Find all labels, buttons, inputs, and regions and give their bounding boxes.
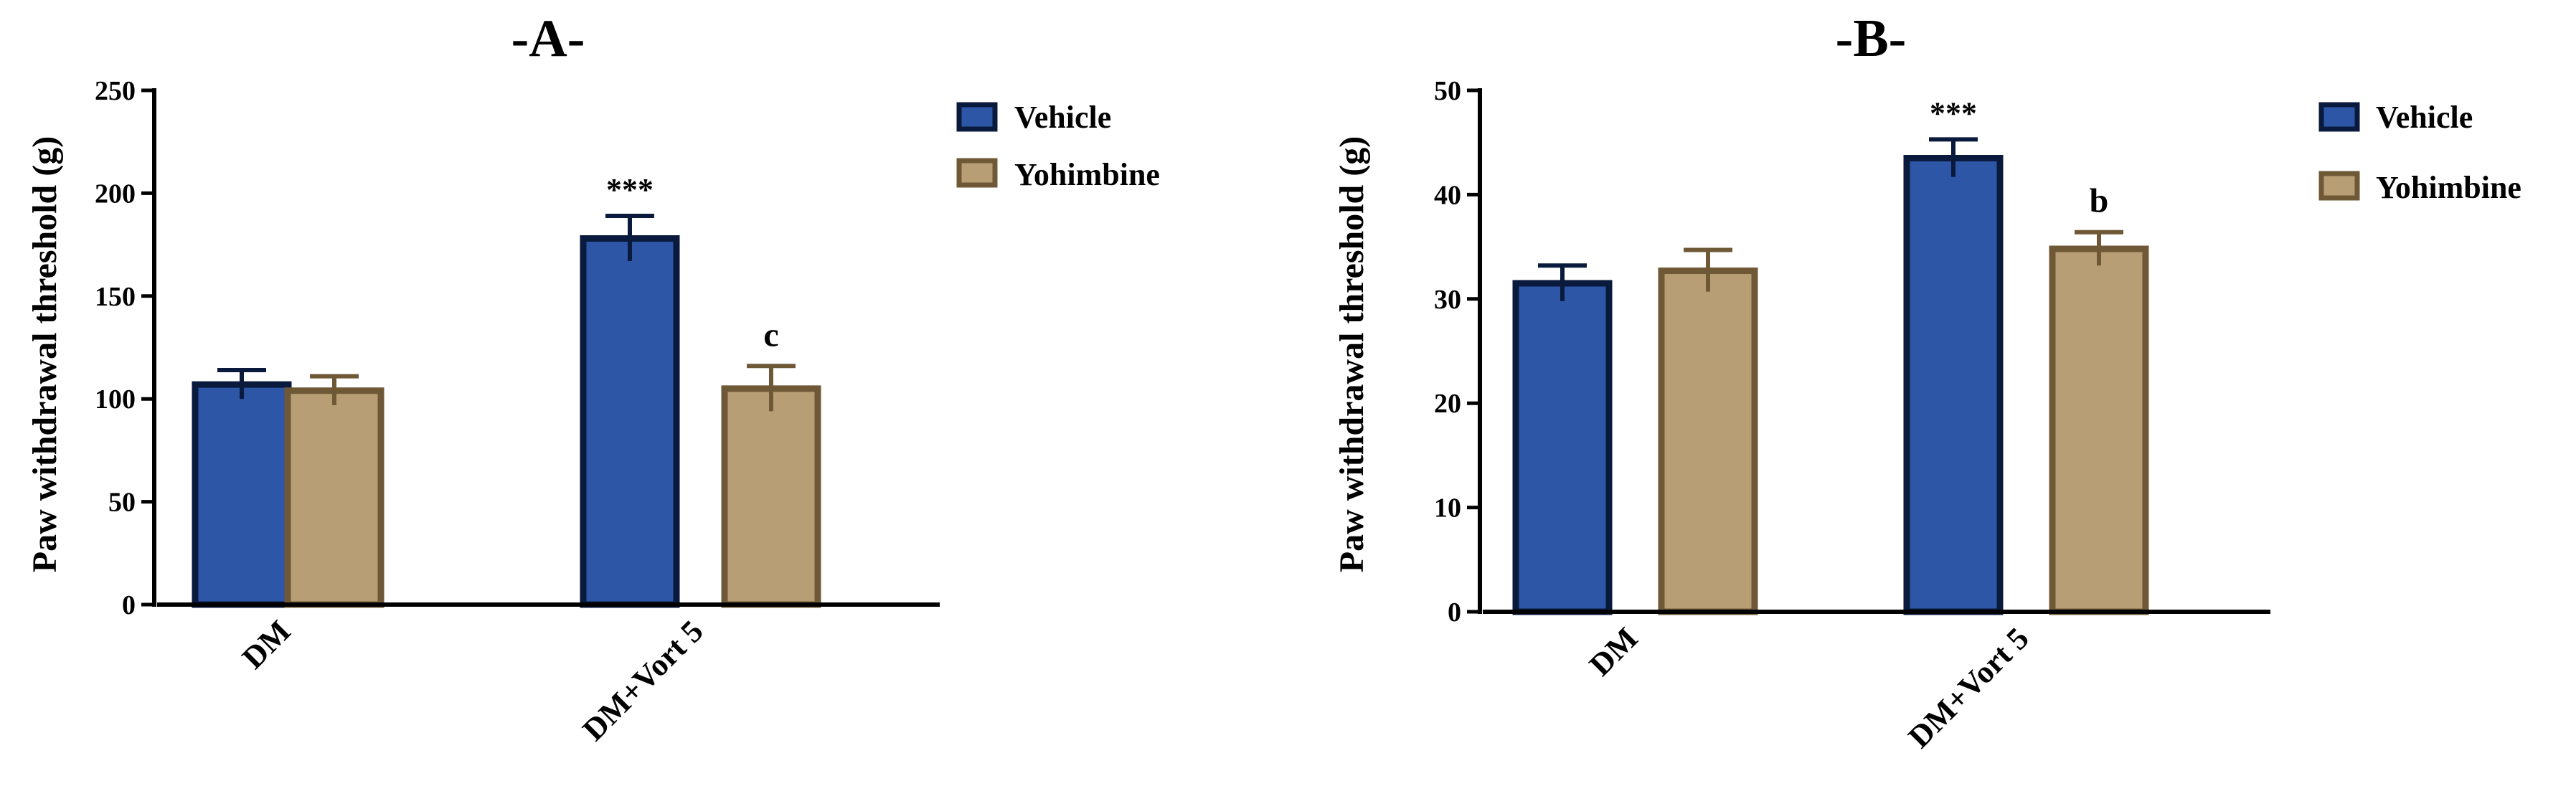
legend-swatch-vehicle <box>2318 102 2360 132</box>
y-tick-label: 0 <box>1448 597 1461 628</box>
bar-yohimbine <box>2049 245 2149 615</box>
y-tick-label: 250 <box>95 76 136 106</box>
chart-panel-a: -A- Paw withdrawal threshold (g) 0 50 100 1… <box>26 9 1160 747</box>
legend-label-vehicle: Vehicle <box>1014 100 1111 135</box>
error-bars <box>1538 137 2123 301</box>
x-category-label: DM+Vort 5 <box>576 613 710 747</box>
axes <box>1478 88 2270 614</box>
legend-swatch-yohimbine <box>956 158 998 188</box>
category-labels: DM DM+Vort 5 <box>1582 620 2035 754</box>
x-category-label: DM+Vort 5 <box>1902 620 2036 754</box>
y-axis-ticks: 0 50 100 150 200 250 <box>95 76 154 620</box>
significance-stars: *** <box>606 172 654 207</box>
y-tick-label: 50 <box>1434 76 1461 106</box>
chart-panel-b: -B- Paw withdrawal threshold (g) 0 10 20 30… <box>1333 9 2521 754</box>
x-category-label: DM <box>235 613 297 675</box>
legend-label-vehicle: Vehicle <box>2376 100 2473 135</box>
y-tick-label: 40 <box>1434 180 1461 210</box>
legend-label-yohimbine: Yohimbine <box>1014 157 1160 192</box>
y-tick-label: 150 <box>95 282 136 312</box>
bar-vehicle <box>192 381 292 608</box>
y-axis-label: Paw withdrawal threshold (g) <box>1333 136 1371 572</box>
bar-yohimbine <box>1658 268 1758 615</box>
legend-label-yohimbine: Yohimbine <box>2376 170 2521 205</box>
legend: Vehicle Yohimbine <box>956 100 1160 192</box>
axes <box>152 88 940 607</box>
bar-yohimbine <box>721 385 821 608</box>
y-tick-label: 100 <box>95 384 136 415</box>
bar-vehicle <box>1512 280 1613 615</box>
legend-swatch-yohimbine <box>2318 171 2360 201</box>
legend: Vehicle Yohimbine <box>2318 100 2521 205</box>
annotations: *** b <box>1930 95 2108 219</box>
y-tick-label: 30 <box>1434 285 1461 315</box>
y-tick-label: 200 <box>95 179 136 209</box>
bars <box>1512 155 2149 615</box>
y-tick-label: 50 <box>108 488 136 518</box>
bar-vehicle <box>1903 155 2004 615</box>
y-tick-label: 0 <box>122 590 136 620</box>
panel-title: -B- <box>1836 9 1907 68</box>
significance-stars: *** <box>1930 95 1977 131</box>
annotations: *** c <box>606 172 779 354</box>
bar-vehicle <box>580 235 680 608</box>
bars <box>192 235 821 608</box>
category-labels: DM DM+Vort 5 <box>235 613 709 747</box>
legend-swatch-vehicle <box>956 102 998 132</box>
error-bars <box>217 213 796 412</box>
significance-letter: b <box>2090 182 2109 220</box>
y-tick-label: 10 <box>1434 493 1461 524</box>
y-tick-label: 20 <box>1434 389 1461 419</box>
significance-letter: c <box>763 316 778 354</box>
x-category-label: DM <box>1582 620 1644 682</box>
panel-title: -A- <box>511 9 585 68</box>
y-axis-ticks: 0 10 20 30 40 50 <box>1434 76 1480 628</box>
bar-yohimbine <box>284 387 384 608</box>
y-axis-label: Paw withdrawal threshold (g) <box>26 136 64 572</box>
